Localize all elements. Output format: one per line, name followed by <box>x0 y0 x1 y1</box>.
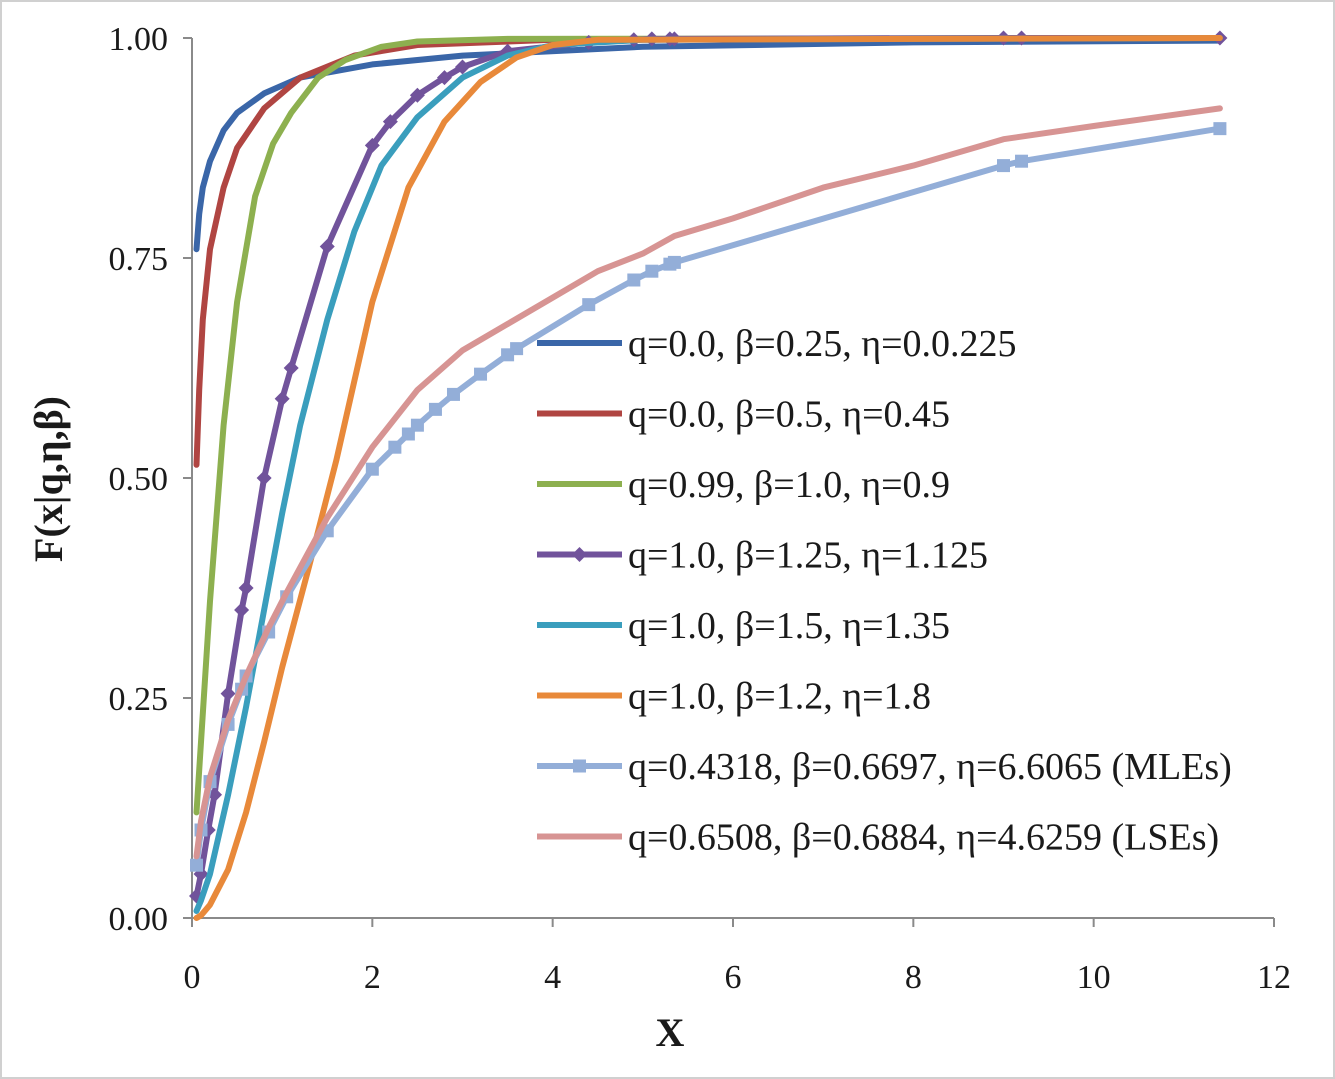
series-line <box>193 35 1223 816</box>
data-point-marker <box>455 59 470 75</box>
legend-label: q=0.4318, β=0.6697, η=6.6065 (MLEs) <box>628 746 1232 788</box>
series-line <box>193 35 1223 921</box>
series-8 <box>193 105 1223 860</box>
x-tick-label: 8 <box>905 959 922 996</box>
x-tick-label: 6 <box>725 959 742 996</box>
y-axis-title: F(x|q,η,β) <box>26 396 71 562</box>
legend-marker <box>573 759 586 773</box>
x-tick-label: 4 <box>544 959 561 996</box>
legend-marker <box>572 547 587 562</box>
x-tick-label: 2 <box>364 959 381 996</box>
series-3 <box>193 35 1223 816</box>
legend-label: q=0.0, β=0.5, η=0.45 <box>628 394 950 436</box>
data-point-marker <box>238 580 254 596</box>
legend-label: q=1.0, β=1.5, η=1.35 <box>628 605 950 647</box>
series-2 <box>193 35 1223 468</box>
data-point-marker <box>388 440 402 454</box>
data-point-marker <box>410 418 424 432</box>
x-tick-label: 12 <box>1257 959 1291 996</box>
data-point-marker <box>645 264 659 278</box>
data-point-marker <box>409 87 425 103</box>
series-line <box>193 35 1223 468</box>
series-layer <box>189 30 1228 921</box>
legend-entry: q=1.0, β=1.25, η=1.125 <box>537 535 988 577</box>
data-point-marker <box>446 387 460 401</box>
legend-label: q=1.0, β=1.25, η=1.125 <box>628 535 988 577</box>
legend-label: q=0.0, β=0.25, η=0.0.225 <box>628 323 1017 365</box>
data-point-marker <box>627 273 641 287</box>
y-tick-label: 0.00 <box>109 901 169 938</box>
legend: q=0.0, β=0.25, η=0.0.225 q=0.0, β=0.5, η=… <box>537 323 1232 859</box>
legend-entry: q=0.0, β=0.25, η=0.0.225 <box>537 323 1017 365</box>
data-point-marker <box>190 858 204 872</box>
data-point-marker <box>319 239 335 255</box>
legend-entry: q=1.0, β=1.5, η=1.35 <box>537 605 950 647</box>
data-point-marker <box>582 298 596 312</box>
legend-entry: q=0.6508, β=0.6884, η=4.6259 (LSEs) <box>537 817 1219 859</box>
series-5 <box>193 35 1223 914</box>
y-tick-label: 0.75 <box>109 241 169 278</box>
legend-entry: q=1.0, β=1.2, η=1.8 <box>537 676 931 718</box>
data-point-marker <box>436 70 452 86</box>
data-point-marker <box>510 342 524 356</box>
legend-entry: q=0.0, β=0.5, η=0.45 <box>537 394 950 436</box>
series-line <box>193 35 1223 914</box>
y-tick-label: 0.25 <box>109 681 169 718</box>
series-1 <box>193 37 1223 253</box>
data-point-marker <box>220 686 236 702</box>
legend-entry: q=0.99, β=1.0, η=0.9 <box>537 464 950 506</box>
x-tick-label: 0 <box>184 959 201 996</box>
data-point-marker <box>256 470 272 486</box>
data-point-marker <box>365 462 379 476</box>
data-point-marker <box>274 391 290 407</box>
legend-entry: q=0.4318, β=0.6697, η=6.6065 (MLEs) <box>537 746 1232 788</box>
x-tick-label: 10 <box>1077 959 1111 996</box>
data-point-marker <box>474 367 488 381</box>
data-point-marker <box>1213 122 1227 136</box>
data-point-marker <box>234 602 250 618</box>
data-point-marker <box>428 402 442 416</box>
y-tick-label: 1.00 <box>109 21 169 58</box>
data-point-marker <box>364 137 380 153</box>
legend-label: q=1.0, β=1.2, η=1.8 <box>628 676 931 718</box>
series-6 <box>193 35 1223 921</box>
legend-label: q=0.99, β=1.0, η=0.9 <box>628 464 950 506</box>
data-point-marker <box>667 255 681 269</box>
data-point-marker <box>1015 154 1029 168</box>
series-line <box>193 37 1223 253</box>
y-tick-label: 0.50 <box>109 461 169 498</box>
data-point-marker <box>382 114 398 130</box>
data-point-marker <box>283 360 299 376</box>
legend-label: q=0.6508, β=0.6884, η=4.6259 (LSEs) <box>628 817 1219 859</box>
axes: 0 2 4 6 8 10 12 0.00 0.25 0.50 0.75 1.00 <box>109 21 1292 996</box>
x-axis-title: X <box>656 1010 685 1055</box>
series-line <box>193 105 1223 860</box>
data-point-marker <box>997 159 1010 173</box>
